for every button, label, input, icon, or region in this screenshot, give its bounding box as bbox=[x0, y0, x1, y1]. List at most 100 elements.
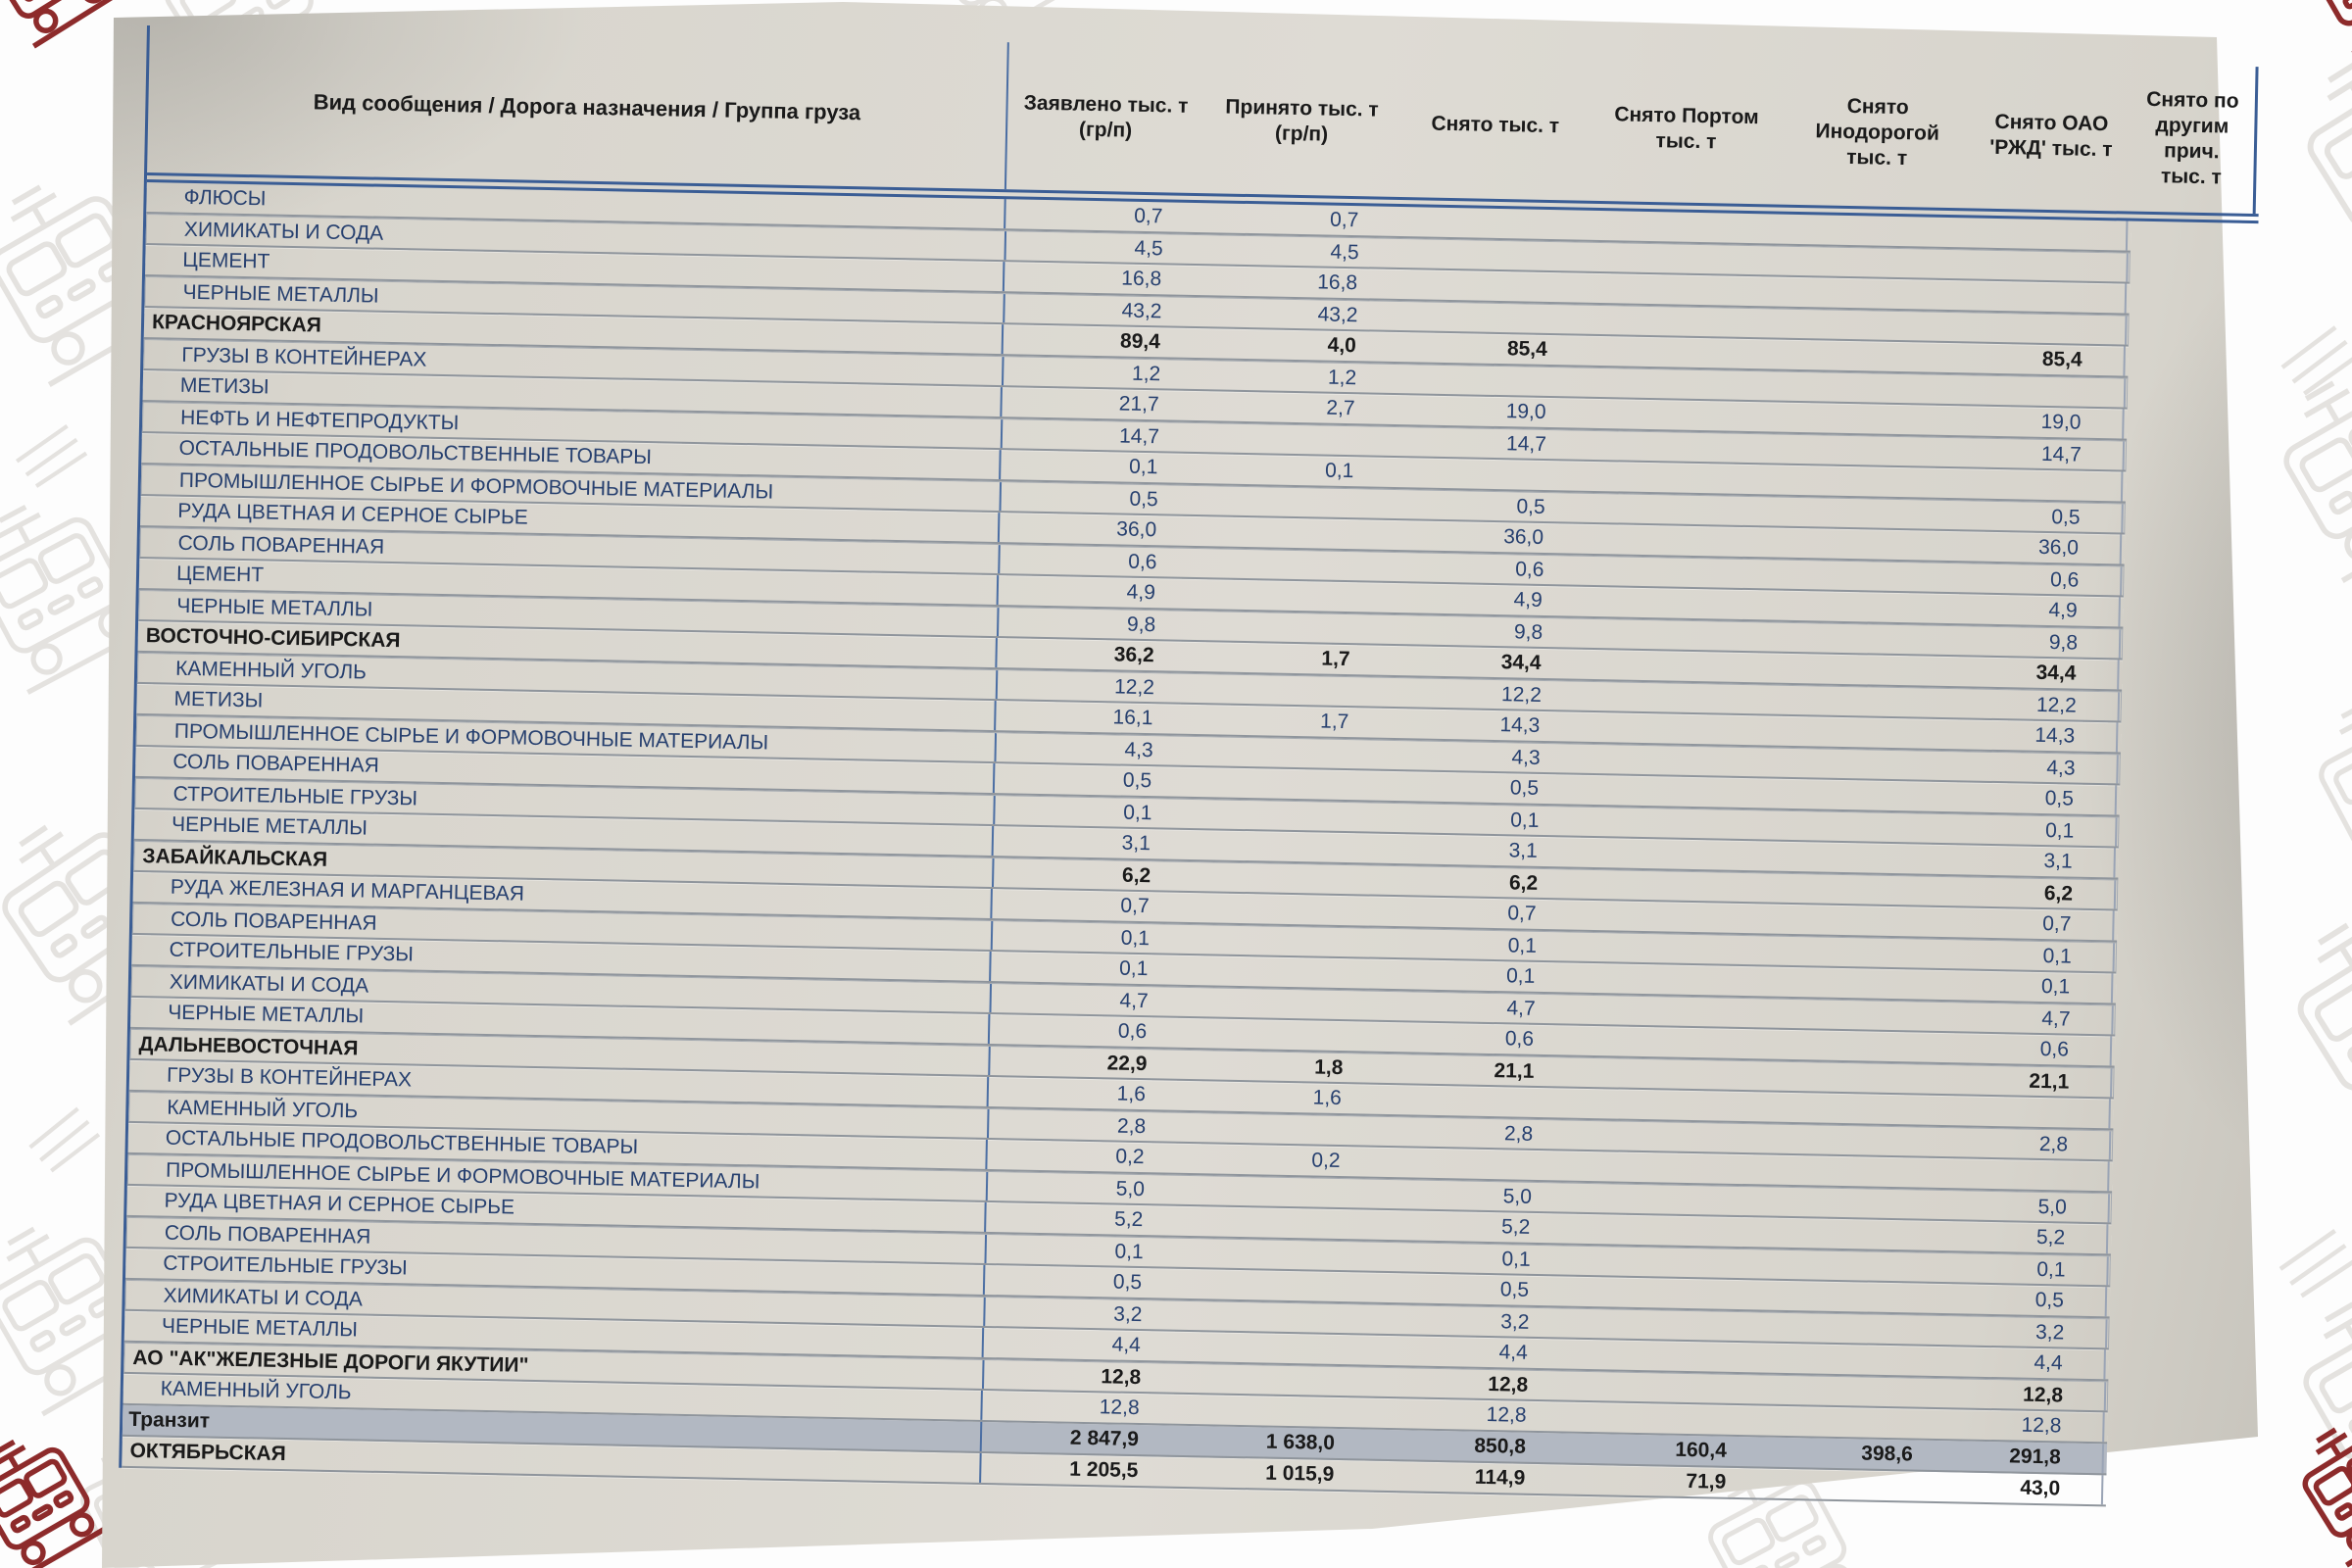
cell-removed: 6,2 bbox=[1508, 871, 1539, 895]
cell-accepted: 4,5 bbox=[1330, 240, 1359, 265]
cell-removed-rzd: 12,2 bbox=[1962, 689, 2121, 721]
cell-removed-foreign bbox=[1762, 1092, 1954, 1125]
cell-removed-foreign bbox=[1774, 561, 1966, 593]
cell-removed-port bbox=[1584, 494, 1776, 526]
cell-removed-port bbox=[1569, 1214, 1761, 1248]
cell-accepted bbox=[1191, 767, 1388, 801]
cell-removed-port bbox=[1574, 963, 1766, 997]
cell-accepted: 1,8 bbox=[1314, 1055, 1344, 1080]
cell-removed-foreign bbox=[1769, 779, 1961, 812]
cell-removed-port bbox=[1565, 1402, 1757, 1436]
cell-removed-rzd: 4,9 bbox=[1963, 594, 2121, 627]
cell-removed-rzd: 0,6 bbox=[1954, 1033, 2113, 1066]
cell-removed-port bbox=[1572, 1121, 1764, 1153]
cell-removed-rzd: 14,7 bbox=[1967, 438, 2126, 470]
cell-removed-rzd: 0,5 bbox=[1959, 782, 2118, 815]
train-watermark-icon bbox=[2255, 354, 2352, 581]
cell-removed: 0,6 bbox=[1514, 558, 1544, 581]
cell-declared: 9,8 bbox=[1126, 612, 1156, 637]
cell-removed: 114,9 bbox=[1474, 1465, 1526, 1490]
cell-removed: 4,3 bbox=[1511, 746, 1541, 769]
cell-declared: 0,1 bbox=[1120, 926, 1151, 951]
cell-removed-port bbox=[1570, 1152, 1762, 1185]
cell-removed-port: 71,9 bbox=[1686, 1469, 1727, 1494]
cell-accepted: 1 015,9 bbox=[1265, 1461, 1335, 1486]
cell-declared: 1 205,5 bbox=[1069, 1457, 1139, 1483]
cell-accepted bbox=[1196, 549, 1393, 581]
cell-removed: 5,2 bbox=[1500, 1215, 1531, 1239]
cell-removed-port bbox=[1581, 587, 1773, 620]
cell-removed-port bbox=[1587, 368, 1779, 401]
cell-removed-port bbox=[1583, 524, 1775, 558]
cell-removed: 4,7 bbox=[1506, 997, 1536, 1020]
cell-removed-port bbox=[1568, 1277, 1760, 1310]
cell-removed-foreign bbox=[1761, 1154, 1953, 1188]
cell-removed-port bbox=[1571, 1089, 1763, 1122]
cell-accepted: 1,7 bbox=[1321, 647, 1350, 671]
cell-declared: 0,1 bbox=[1114, 1240, 1144, 1264]
track-hatch-icon bbox=[2277, 1223, 2352, 1304]
cell-removed-port bbox=[1588, 306, 1780, 338]
cell-accepted bbox=[1191, 800, 1388, 832]
cell-removed-rzd: 12,8 bbox=[1947, 1409, 2105, 1443]
train-watermark-icon-red bbox=[0, 1421, 110, 1568]
cell-removed: 0,1 bbox=[1505, 964, 1536, 988]
cell-removed: 3,2 bbox=[1499, 1310, 1530, 1334]
cell-accepted: 4,0 bbox=[1327, 333, 1357, 358]
train-watermark-icon-red bbox=[2282, 1408, 2352, 1565]
cell-declared: 22,9 bbox=[1106, 1052, 1148, 1076]
cell-removed-port bbox=[1589, 243, 1781, 275]
cell-removed-foreign bbox=[1770, 716, 1962, 750]
cell-declared: 0,6 bbox=[1117, 1019, 1148, 1044]
cell-accepted bbox=[1187, 988, 1384, 1020]
cell-accepted bbox=[1197, 486, 1394, 518]
cell-declared: 21,7 bbox=[1118, 392, 1159, 416]
cell-removed-foreign bbox=[1763, 1124, 1955, 1156]
cell-declared: 4,4 bbox=[1111, 1333, 1142, 1357]
cell-removed-port bbox=[1566, 1340, 1758, 1373]
cell-declared: 2,8 bbox=[1116, 1114, 1147, 1139]
cell-removed: 36,0 bbox=[1502, 525, 1544, 549]
header-category: Вид сообщения / Дорога назначения / Груп… bbox=[147, 25, 1009, 190]
cell-removed: 12,8 bbox=[1486, 1402, 1527, 1427]
cell-removed-foreign bbox=[1764, 1029, 1956, 1062]
cell-removed-foreign bbox=[1779, 277, 1971, 311]
track-hatch-icon bbox=[2279, 320, 2352, 400]
cell-removed-rzd: 291,8 bbox=[1946, 1441, 2105, 1474]
cell-accepted: 43,2 bbox=[1317, 303, 1358, 327]
cell-removed: 12,8 bbox=[1488, 1373, 1529, 1396]
cell-accepted bbox=[1180, 1332, 1377, 1365]
cell-removed-rzd: 0,5 bbox=[1966, 501, 2124, 533]
cell-removed-rzd: 0,7 bbox=[1957, 907, 2115, 941]
train-watermark-icon-red bbox=[0, 0, 122, 46]
cell-removed-port bbox=[1567, 1372, 1759, 1404]
cell-removed-foreign bbox=[1779, 310, 1971, 342]
cell-removed-port bbox=[1576, 933, 1768, 965]
cell-declared: 0,5 bbox=[1122, 768, 1152, 793]
cell-removed-rzd: 5,2 bbox=[1950, 1221, 2109, 1254]
cell-removed-port bbox=[1574, 996, 1766, 1028]
cell-removed-foreign bbox=[1755, 1468, 1947, 1501]
cell-accepted bbox=[1192, 737, 1389, 769]
cell-removed-port bbox=[1581, 682, 1773, 714]
cell-removed bbox=[1397, 207, 1590, 240]
cell-accepted: 0,2 bbox=[1311, 1149, 1341, 1173]
cell-removed-foreign bbox=[1777, 435, 1969, 467]
cell-removed-port bbox=[1569, 1247, 1761, 1279]
cell-accepted bbox=[1186, 1018, 1383, 1052]
cell-removed-port bbox=[1588, 273, 1780, 307]
cell-removed-rzd: 21,1 bbox=[1955, 1065, 2113, 1098]
cell-removed-foreign bbox=[1756, 1405, 1948, 1439]
cell-removed-rzd: 36,0 bbox=[1964, 531, 2123, 564]
cell-removed-rzd: 43,0 bbox=[1945, 1472, 2104, 1505]
cell-accepted bbox=[1184, 1176, 1381, 1208]
cell-removed: 9,8 bbox=[1513, 620, 1544, 644]
cell-removed: 14,7 bbox=[1505, 432, 1547, 456]
header-removed: Снято тыс. т bbox=[1431, 112, 1560, 138]
cell-removed-foreign bbox=[1772, 686, 1964, 718]
cell-accepted bbox=[1190, 862, 1387, 895]
cell-removed-foreign bbox=[1777, 340, 1969, 373]
cell-removed: 0,1 bbox=[1501, 1248, 1531, 1271]
cell-declared: 0,5 bbox=[1129, 487, 1158, 512]
